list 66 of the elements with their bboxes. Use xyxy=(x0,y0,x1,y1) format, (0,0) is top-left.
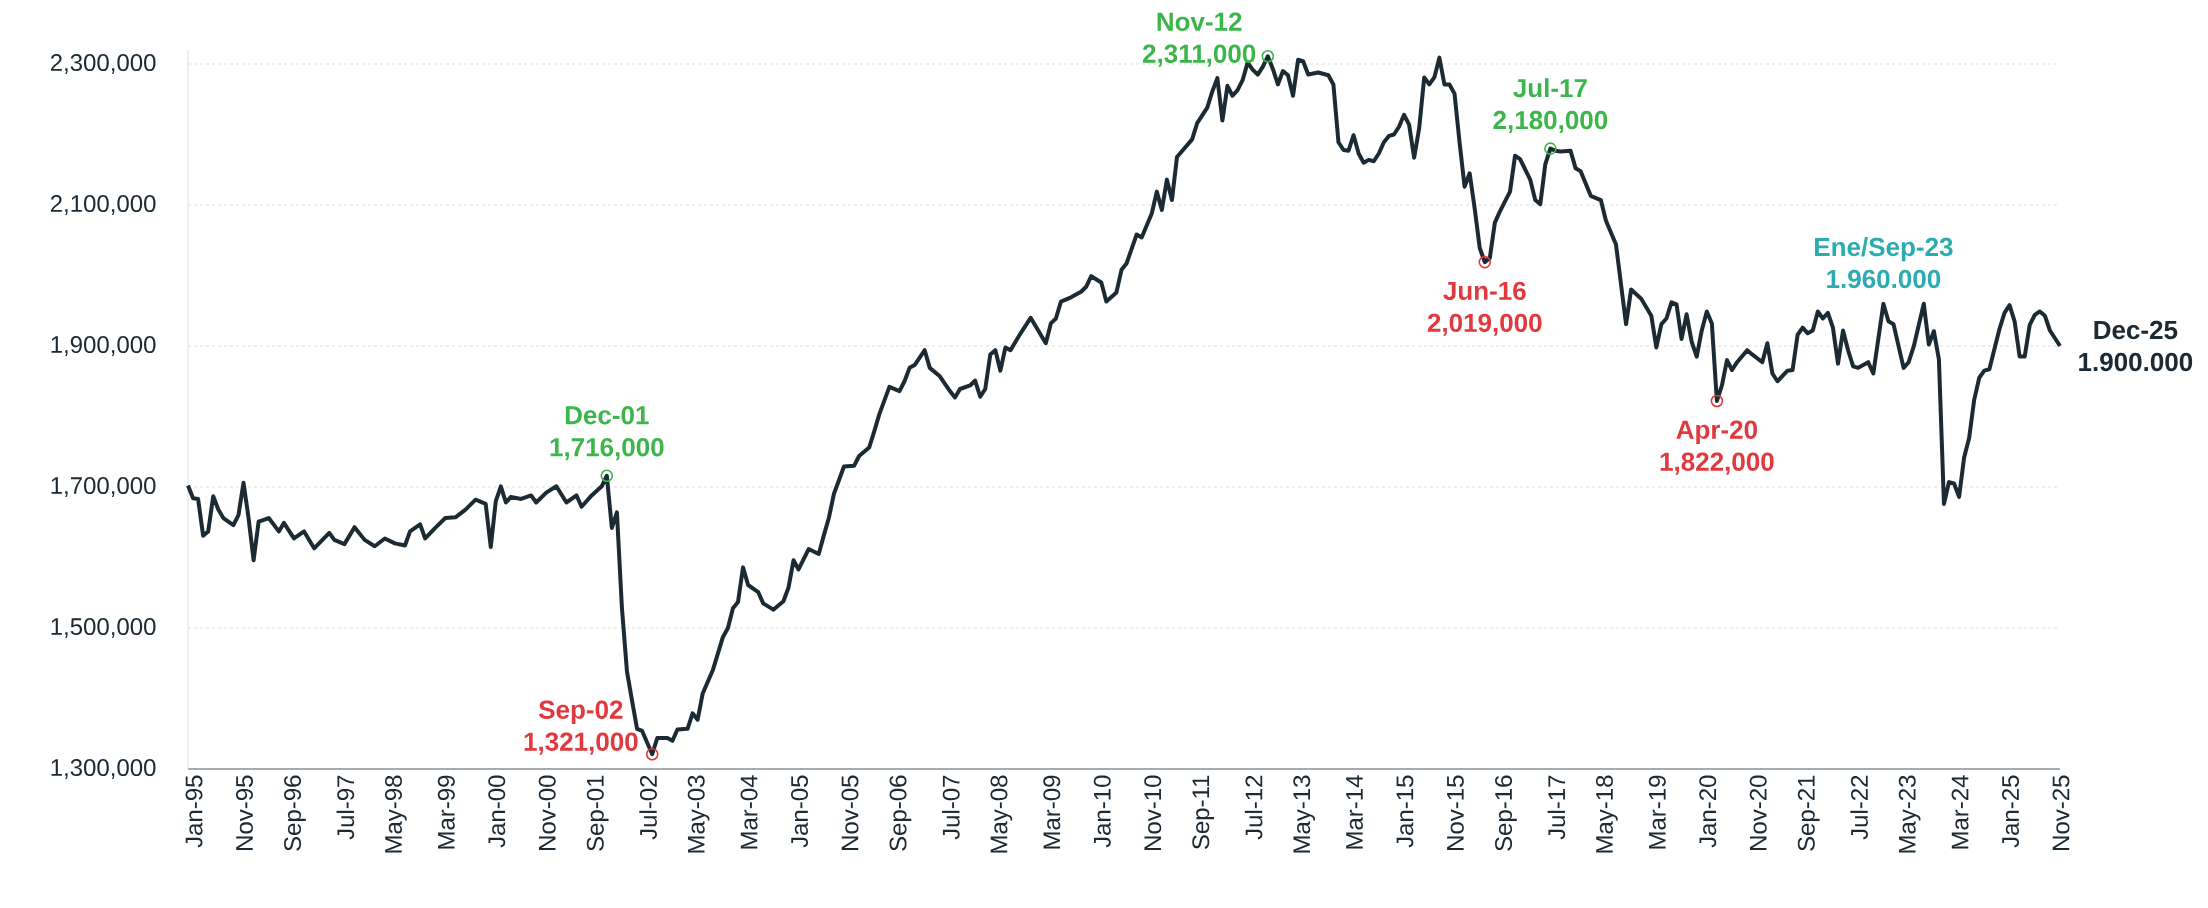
x-tick-label: Jan-00 xyxy=(488,775,506,848)
annotation: 2,019,000 xyxy=(1427,313,1542,336)
x-tick-label: Mar-99 xyxy=(437,775,455,849)
annotation: Nov-12 xyxy=(1157,12,1242,31)
x-tick-label: May-03 xyxy=(687,775,710,853)
x-tick-label: Nov-20 xyxy=(1749,775,1767,850)
annotation: 2,311,000 xyxy=(1142,44,1256,67)
x-tick-label: Sep-11 xyxy=(1192,775,1215,850)
x-tick-label: Sep-16 xyxy=(1495,775,1517,851)
x-tick-label: Sep-21 xyxy=(1797,775,1820,851)
x-tick-label: Jan-95 xyxy=(185,775,203,848)
x-tick-label: Jul-97 xyxy=(336,775,355,840)
x-tick-label: Mar-24 xyxy=(1951,775,1969,849)
annotation: 2,180,000 xyxy=(1493,110,1608,134)
point xyxy=(1544,142,1557,155)
annotation: Dec-01 xyxy=(565,406,649,425)
x-tick-label: Nov-25 xyxy=(2052,775,2070,850)
y-tick-label: 1,700,000 xyxy=(51,477,156,497)
annotation: 1.900.000 xyxy=(2079,352,2193,372)
point xyxy=(645,747,659,761)
x-tick-label: Jul-07 xyxy=(942,775,960,840)
x-tick-label: Jul-22 xyxy=(1850,775,1868,840)
x-tick-label: Sep-01 xyxy=(586,775,609,851)
y-tick-label: 1,300,000 xyxy=(51,759,156,779)
x-tick-label: May-23 xyxy=(1898,775,1921,853)
x-tick-label: Sep-06 xyxy=(889,775,912,851)
x-tick-label: Jan-15 xyxy=(1396,775,1414,848)
x-tick-label: May-08 xyxy=(990,775,1013,853)
x-tick-label: Jan-05 xyxy=(791,775,808,848)
x-tick-label: Nov-05 xyxy=(841,775,859,850)
annotation: Jul-17 xyxy=(1513,78,1587,98)
annotation: 1,321,000 xyxy=(524,732,638,755)
point xyxy=(1261,49,1275,63)
annotation: 1,822,000 xyxy=(1660,452,1774,475)
annotation: Jun-16 xyxy=(1443,281,1526,301)
x-tick-label: Nov-00 xyxy=(538,775,556,850)
x-tick-label: May-98 xyxy=(384,775,407,853)
x-tick-label: Mar-19 xyxy=(1648,775,1666,849)
y-tick-label: 1,900,000 xyxy=(51,336,156,356)
x-tick-label: Sep-96 xyxy=(284,775,306,851)
annotation: 1,716,000 xyxy=(550,438,664,461)
annotation: Ene/Sep-23 xyxy=(1815,237,1953,262)
x-tick-label: Mar-04 xyxy=(740,775,758,849)
x-tick-label: Jul-12 xyxy=(1244,775,1263,840)
annotation: 1.960.000 xyxy=(1827,269,1941,289)
x-tick-label: Jan-25 xyxy=(2002,775,2019,848)
x-tick-label: Jan-10 xyxy=(1093,775,1111,848)
point xyxy=(1478,255,1492,269)
x-tick-label: Mar-14 xyxy=(1346,775,1363,849)
annotation: Dec-25 xyxy=(2094,320,2178,340)
x-tick-label: Jan-20 xyxy=(1699,775,1717,848)
point xyxy=(600,469,614,483)
x-tick-label: Jul-02 xyxy=(639,775,657,840)
y-tick-label: 2,100,000 xyxy=(50,195,156,215)
annotation: Sep-02 xyxy=(538,700,623,725)
x-tick-label: May-18 xyxy=(1595,775,1618,853)
y-tick-label: 1,500,000 xyxy=(51,618,156,638)
x-tick-label: Nov-15 xyxy=(1447,775,1464,850)
x-tick-label: Nov-95 xyxy=(235,775,253,850)
point xyxy=(1710,394,1724,408)
x-tick-label: May-13 xyxy=(1293,775,1315,853)
annotation: Apr-20 xyxy=(1676,420,1757,445)
x-tick-label: Nov-10 xyxy=(1144,775,1162,850)
x-tick-label: Mar-09 xyxy=(1043,775,1061,849)
x-tick-label: Jul-17 xyxy=(1547,775,1566,840)
y-tick-label: 2,300,000 xyxy=(50,54,156,74)
